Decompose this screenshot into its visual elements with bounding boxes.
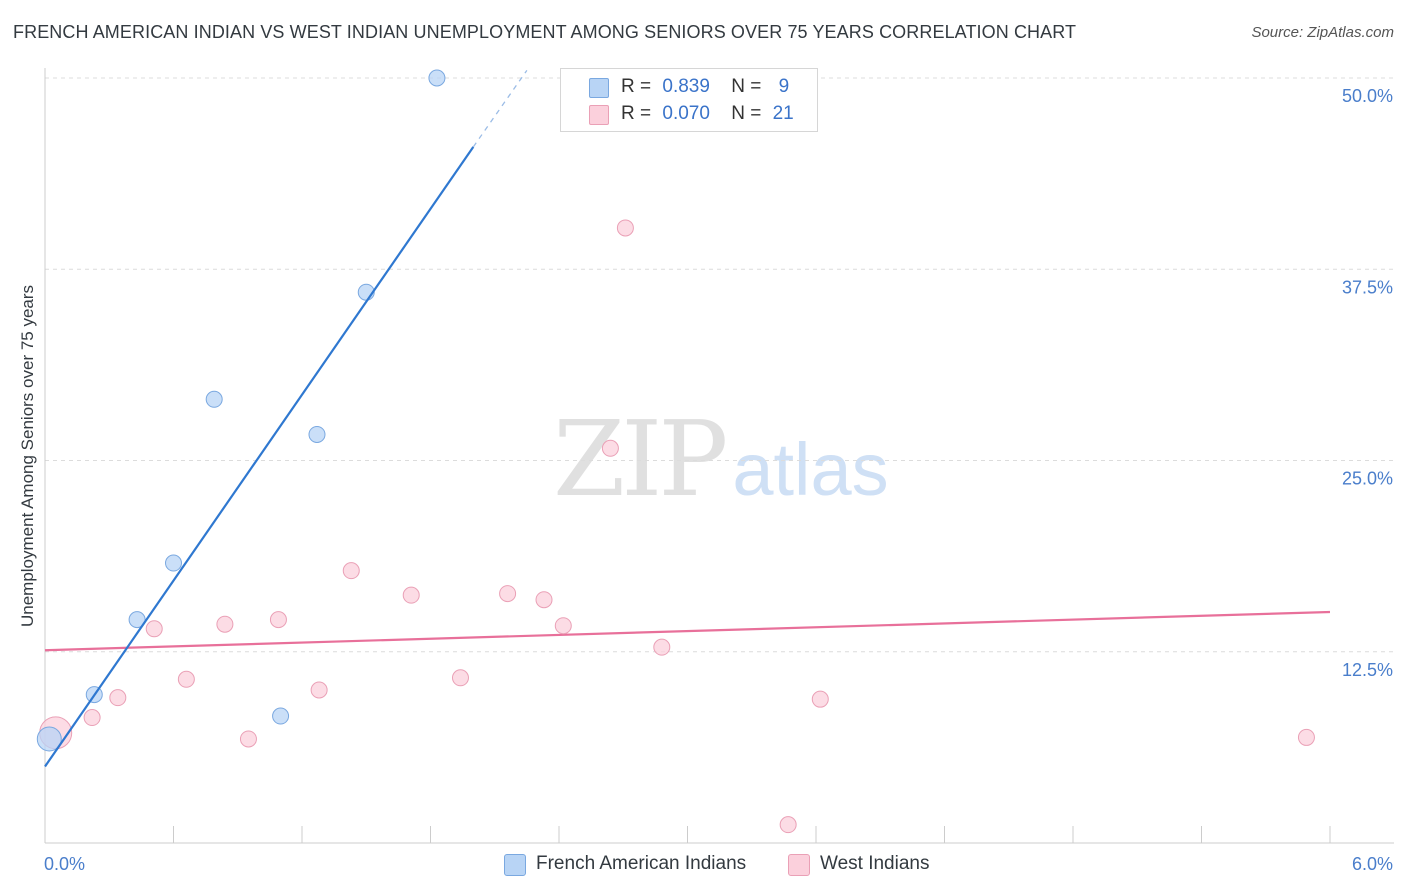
- data-point-west-indians: [811, 690, 829, 708]
- data-point-west-indians: [616, 219, 634, 237]
- watermark-atlas: atlas: [732, 428, 889, 511]
- y-axis-label: Unemployment Among Seniors over 75 years: [18, 284, 37, 628]
- watermark: ZIP atlas: [553, 398, 889, 520]
- trend-line-extension-french-american-indians: [472, 69, 528, 148]
- data-point-french-american-indians: [308, 425, 326, 443]
- watermark-zip: ZIP: [553, 398, 728, 520]
- data-point-french-american-indians: [272, 707, 290, 725]
- legend-n-value: 9: [778, 76, 790, 97]
- data-point-west-indians: [342, 562, 360, 580]
- legend-n-value: 21: [772, 103, 794, 124]
- data-point-french-american-indians: [428, 69, 446, 87]
- y-tick-label: 37.5%: [1342, 277, 1393, 297]
- data-point-west-indians: [535, 591, 553, 609]
- data-point-west-indians: [554, 617, 572, 635]
- x-tick-label-max: 6.0%: [1352, 854, 1393, 874]
- data-point-west-indians: [216, 615, 234, 633]
- y-tick-label: 25.0%: [1342, 469, 1393, 489]
- trend-line-french-american-indians: [44, 146, 475, 768]
- data-point-west-indians: [239, 730, 257, 748]
- bottom-legend-label: French American Indians: [536, 853, 747, 874]
- bottom-legend-label: West Indians: [820, 853, 930, 874]
- y-tick-label: 50.0%: [1342, 86, 1393, 106]
- legend-r-label: R =: [621, 76, 652, 97]
- data-point-french-american-indians: [128, 611, 146, 629]
- legend-r-label: R =: [621, 103, 652, 124]
- data-point-west-indians: [779, 816, 797, 834]
- data-point-west-indians: [109, 689, 127, 707]
- data-point-french-american-indians: [36, 726, 62, 752]
- legend-n-label: N =: [731, 103, 762, 124]
- data-point-west-indians: [653, 638, 671, 656]
- data-point-west-indians: [601, 439, 619, 457]
- data-point-west-indians: [145, 620, 163, 638]
- data-point-west-indians: [83, 709, 101, 727]
- bottom-legend-swatch-pink: [788, 854, 810, 876]
- bottom-legend-swatch-blue: [504, 854, 526, 876]
- y-tick-label: 12.5%: [1342, 660, 1393, 680]
- source-credit: Source: ZipAtlas.com: [1251, 24, 1394, 41]
- stats-legend: R = 0.839 N = 9 R = 0.070 N = 21: [560, 68, 818, 132]
- trend-line-west-indians: [44, 610, 1331, 652]
- data-point-west-indians: [310, 681, 328, 699]
- data-point-west-indians: [451, 669, 469, 687]
- legend-r-value: 0.070: [662, 103, 710, 124]
- data-point-french-american-indians: [205, 390, 223, 408]
- legend-n-label: N =: [731, 76, 762, 97]
- chart-title: FRENCH AMERICAN INDIAN VS WEST INDIAN UN…: [13, 22, 1077, 42]
- data-point-west-indians: [402, 586, 420, 604]
- data-point-west-indians: [1297, 728, 1315, 746]
- legend-swatch-blue: [589, 78, 609, 98]
- data-point-west-indians: [177, 670, 195, 688]
- legend-swatch-pink: [589, 105, 609, 125]
- data-point-french-american-indians: [165, 554, 182, 572]
- data-point-west-indians: [499, 585, 517, 603]
- legend-r-value: 0.839: [662, 76, 710, 97]
- x-tick-label-min: 0.0%: [44, 854, 85, 874]
- data-point-west-indians: [269, 611, 287, 629]
